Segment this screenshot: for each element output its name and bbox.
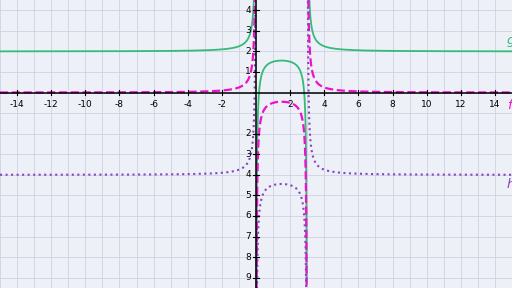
Text: 3: 3: [245, 26, 251, 35]
Text: 1: 1: [245, 67, 251, 77]
Text: -14: -14: [10, 101, 25, 109]
Text: 4: 4: [245, 170, 251, 179]
Text: f: f: [507, 99, 511, 112]
Text: 12: 12: [455, 101, 466, 109]
Text: 5: 5: [245, 191, 251, 200]
Text: h: h: [507, 178, 512, 191]
Text: 8: 8: [390, 101, 395, 109]
Text: 10: 10: [421, 101, 433, 109]
Text: 4: 4: [245, 6, 251, 15]
Text: -6: -6: [149, 101, 158, 109]
Text: -4: -4: [183, 101, 192, 109]
Text: 2: 2: [245, 47, 251, 56]
Text: 8: 8: [245, 253, 251, 262]
Text: 6: 6: [245, 211, 251, 221]
Text: g: g: [507, 34, 512, 47]
Text: -10: -10: [78, 101, 93, 109]
Text: 9: 9: [245, 273, 251, 282]
Text: 2: 2: [245, 129, 251, 138]
Text: 6: 6: [355, 101, 361, 109]
Text: -8: -8: [115, 101, 124, 109]
Text: 3: 3: [245, 150, 251, 159]
Text: -12: -12: [44, 101, 58, 109]
Text: 7: 7: [245, 232, 251, 241]
Text: 4: 4: [322, 101, 327, 109]
Text: 14: 14: [489, 101, 501, 109]
Text: 2: 2: [287, 101, 293, 109]
Text: -2: -2: [218, 101, 226, 109]
